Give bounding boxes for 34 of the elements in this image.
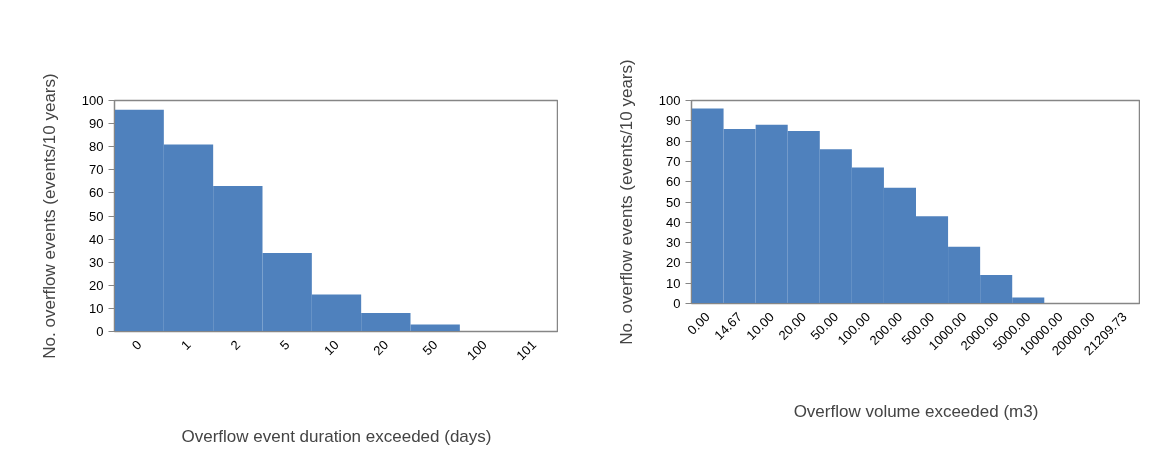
y-axis-title: No. overflow events (events/10 years) — [616, 59, 636, 345]
y-tick-label: 40 — [89, 231, 104, 247]
y-tick-label: 20 — [89, 277, 104, 293]
x-tick-label: 10 — [320, 337, 342, 359]
y-tick-label: 50 — [89, 208, 104, 224]
y-tick-label: 60 — [89, 185, 104, 201]
y-tick-label: 90 — [89, 116, 104, 132]
x-tick-label: 100 — [463, 337, 490, 364]
x-tick-label: 0.00 — [684, 309, 713, 338]
y-tick-label: 80 — [89, 139, 104, 155]
y-tick-label: 0 — [673, 296, 681, 311]
x-tick-label: 101 — [513, 337, 540, 364]
y-tick-label: 100 — [658, 93, 681, 108]
y-tick-label: 20 — [666, 255, 681, 271]
x-axis-title: Overflow event duration exceeded (days) — [181, 427, 492, 447]
y-tick-label: 90 — [666, 113, 681, 129]
y-tick-label: 10 — [666, 275, 681, 291]
y-tick-label: 80 — [666, 133, 681, 149]
x-tick-label: 20 — [370, 337, 392, 359]
x-tick-label: 0 — [128, 337, 145, 353]
y-tick-label: 30 — [89, 254, 104, 270]
y-tick-label: 70 — [666, 153, 681, 169]
y-tick-label: 40 — [666, 214, 681, 230]
x-axis-title: Overflow volume exceeded (m3) — [793, 402, 1039, 422]
x-tick-label: 1 — [178, 337, 194, 353]
y-tick-label: 100 — [81, 93, 104, 108]
y-tick-label: 70 — [89, 162, 104, 178]
y-tick-label: 50 — [666, 194, 681, 210]
y-tick-label: 60 — [666, 174, 681, 190]
x-tick-label: 2 — [227, 337, 244, 353]
x-tick-label: 5 — [276, 337, 293, 353]
y-tick-label: 30 — [666, 235, 681, 251]
x-tick-label: 50 — [419, 337, 441, 359]
y-axis-title: No. overflow events (events/10 years) — [39, 73, 59, 359]
